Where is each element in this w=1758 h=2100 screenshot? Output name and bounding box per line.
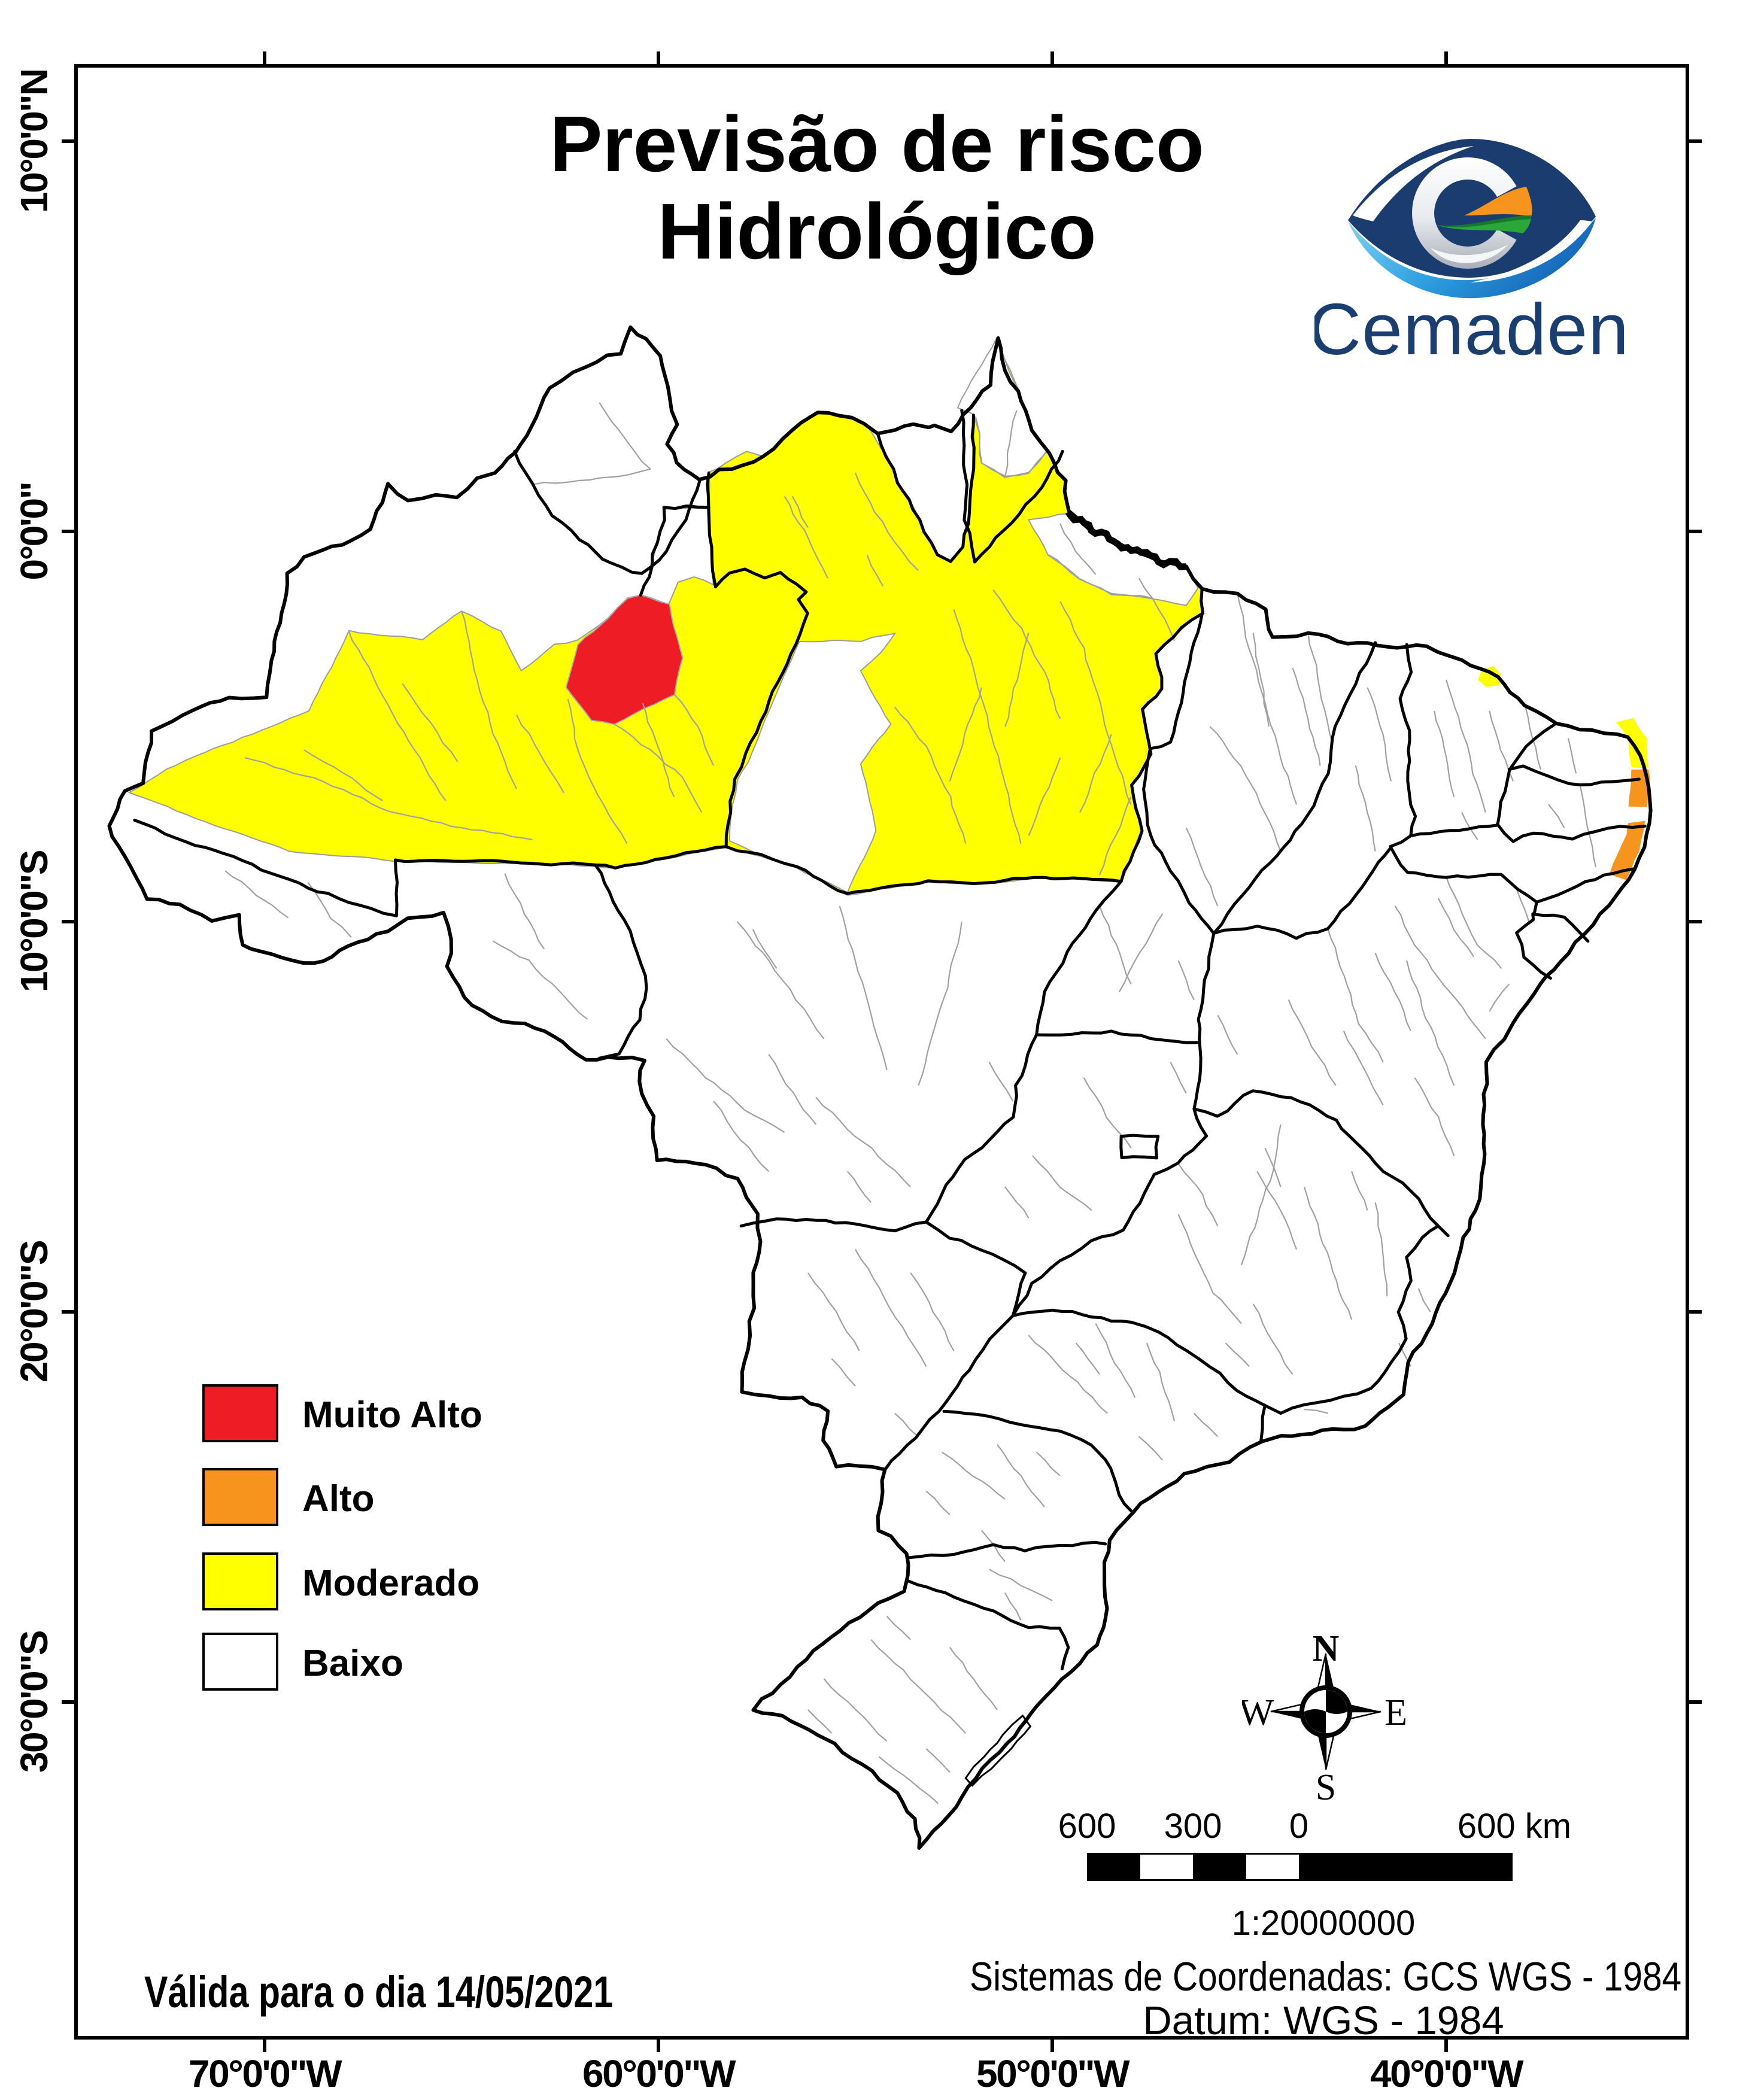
svg-text:E: E [1384,1692,1407,1733]
svg-text:Cemaden: Cemaden [1314,288,1626,365]
svg-text:S: S [1316,1767,1336,1803]
svg-text:W: W [1242,1692,1274,1733]
